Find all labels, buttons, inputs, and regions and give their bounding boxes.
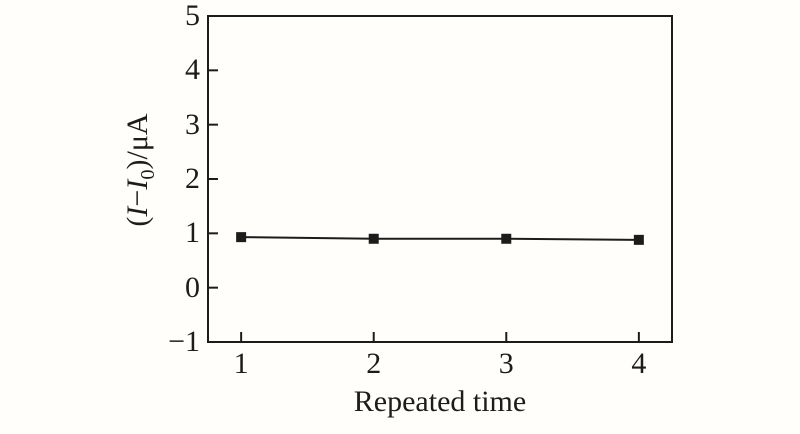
ylabel-subscript-zero: 0 — [137, 169, 159, 180]
x-tick-label-4: 4 — [631, 347, 647, 380]
ylabel-var-I0: I — [121, 179, 154, 190]
y-tick-label-3: 3 — [185, 107, 200, 141]
ylabel-unit: )/μA — [121, 113, 154, 170]
ylabel-var-I: I — [121, 206, 154, 217]
x-tick-label-2: 2 — [366, 347, 382, 380]
y-tick-label-2: 2 — [185, 162, 200, 195]
y-tick-label-5: 5 — [185, 0, 200, 32]
ylabel-minus: − — [121, 189, 154, 207]
y-axis-label: (I−I0)/μA — [120, 113, 159, 227]
x-tick-label-1: 1 — [233, 347, 249, 380]
data-point-4 — [633, 234, 644, 245]
plot-border — [207, 15, 673, 343]
data-point-1 — [236, 232, 247, 243]
y-tick-label-1: 1 — [185, 216, 200, 250]
x-tick-label-3: 3 — [498, 347, 514, 380]
data-point-2 — [368, 233, 379, 244]
y-tick-label-4: 4 — [185, 53, 200, 87]
ylabel-open-paren: ( — [121, 216, 154, 227]
y-tick-label-0: 0 — [185, 270, 200, 304]
data-point-3 — [501, 233, 512, 244]
data-line — [241, 236, 639, 241]
y-tick-label--1: −1 — [168, 325, 200, 358]
x-axis-label: Repeated time — [353, 385, 527, 418]
